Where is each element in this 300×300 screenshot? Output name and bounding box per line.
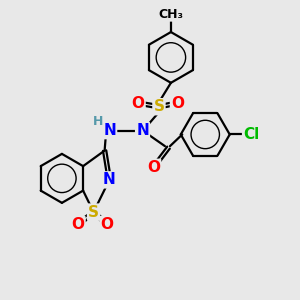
Text: N: N xyxy=(103,123,116,138)
Text: O: O xyxy=(147,160,160,175)
Text: N: N xyxy=(103,172,116,188)
Text: S: S xyxy=(88,205,99,220)
Text: N: N xyxy=(136,123,149,138)
Text: O: O xyxy=(171,96,184,111)
Text: S: S xyxy=(154,99,164,114)
Text: H: H xyxy=(93,115,103,128)
Text: O: O xyxy=(132,96,145,111)
Text: O: O xyxy=(71,217,85,232)
Text: Cl: Cl xyxy=(243,127,260,142)
Text: O: O xyxy=(100,217,113,232)
Text: CH₃: CH₃ xyxy=(158,8,183,21)
